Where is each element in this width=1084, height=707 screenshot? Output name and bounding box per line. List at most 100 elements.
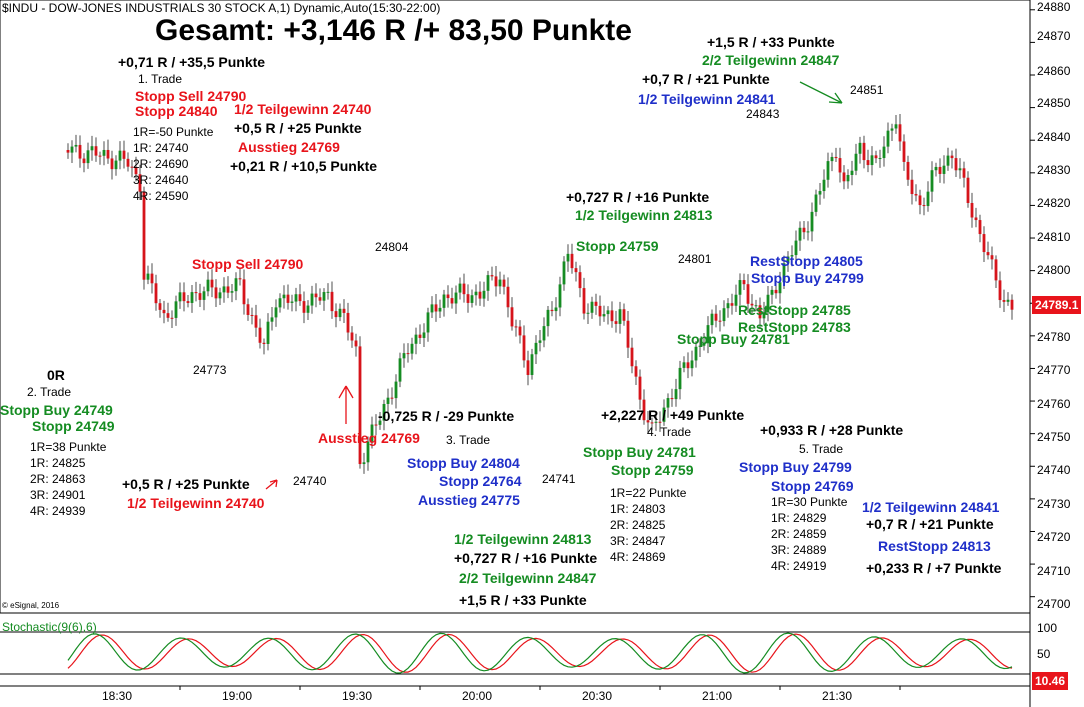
candle-body [98, 155, 102, 157]
candle-body [510, 307, 514, 327]
annotation: Stopp 24840 [135, 103, 218, 119]
y-tick-label: 24740 [1037, 463, 1071, 477]
candle-body [158, 303, 162, 310]
annotation: 24851 [850, 83, 884, 97]
annotation: 1R: 24829 [771, 511, 827, 525]
candle-body [110, 158, 114, 170]
candle-body [330, 291, 334, 312]
candle-body [202, 291, 206, 300]
annotation: RestStopp 24783 [738, 319, 851, 335]
annotation: 2R: 24825 [610, 518, 666, 532]
y-tick-label: 24750 [1037, 430, 1071, 444]
annotation-arrows [265, 81, 843, 490]
annotation: 4R: 24869 [610, 550, 666, 564]
candle-body [802, 227, 806, 233]
annotation: Stopp Buy 24804 [407, 455, 520, 471]
candle-body [978, 220, 982, 235]
candle-body [246, 304, 250, 315]
candle-body [478, 291, 482, 299]
candle-body [806, 231, 810, 233]
candle-body [114, 160, 118, 170]
annotation: Stopp Buy 24781 [583, 444, 696, 460]
candle-body [838, 158, 842, 173]
annotation: +1,5 R / +33 Punkte [707, 34, 835, 50]
candle-body [882, 146, 886, 159]
y-tick-label: 24730 [1037, 497, 1071, 511]
candle-body [430, 304, 434, 313]
annotation: Stopp Buy 24781 [677, 331, 790, 347]
candle-body [798, 227, 802, 241]
candle-body [282, 294, 286, 299]
candle-body [322, 292, 326, 301]
candle-body [198, 293, 202, 300]
annotation: 3R: 24901 [30, 488, 86, 502]
annotation: 4R: 24939 [30, 504, 86, 518]
candle-body [622, 309, 626, 321]
candle-body [594, 301, 598, 306]
candle-body [454, 292, 458, 304]
candle-body [390, 397, 394, 399]
candle-body [434, 304, 438, 312]
candle-body [426, 312, 430, 333]
annotation: Stopp 24759 [611, 462, 694, 478]
candle-body [714, 313, 718, 321]
candle-body [222, 286, 226, 293]
candle-body [742, 280, 746, 285]
candle-body [602, 314, 606, 317]
candle-body [470, 295, 474, 303]
candle-body [366, 441, 370, 463]
candle-body [362, 462, 366, 465]
candlestick-series [66, 114, 1014, 474]
arrow-trade2-exit [338, 385, 354, 424]
candle-body [118, 150, 122, 161]
candle-body [818, 191, 822, 195]
x-tick-label: 20:00 [462, 689, 493, 703]
candle-body [910, 179, 914, 195]
candle-body [354, 340, 358, 347]
candle-body [242, 279, 246, 305]
candle-body [746, 284, 750, 304]
candle-body [810, 211, 814, 232]
candle-body [394, 381, 398, 399]
annotation: RestStopp 24813 [878, 538, 991, 554]
candle-body [518, 326, 522, 336]
candle-body [122, 150, 126, 159]
candle-body [902, 141, 906, 162]
candle-body [386, 397, 390, 404]
candle-body [938, 166, 942, 174]
candle-body [106, 149, 110, 159]
candle-body [422, 332, 426, 338]
candle-body [150, 273, 154, 284]
annotation: +0,7 R / +21 Punkte [866, 516, 994, 532]
candle-body [358, 346, 362, 465]
candle-body [154, 283, 158, 304]
candle-body [346, 312, 350, 333]
annotation: +0,727 R / +16 Punkte [454, 550, 598, 566]
candle-body [262, 342, 266, 344]
candle-body [290, 301, 294, 303]
candle-body [94, 146, 98, 156]
y-tick-label: 24720 [1037, 530, 1071, 544]
candle-body [374, 424, 378, 426]
annotation: Stopp 24764 [439, 473, 522, 489]
candle-body [974, 217, 978, 221]
annotation: 1/2 Teilgewinn 24813 [454, 531, 592, 547]
candle-body [866, 160, 870, 166]
candle-body [458, 283, 462, 293]
candle-body [970, 202, 974, 218]
candle-body [214, 287, 218, 299]
annotation: 24843 [746, 107, 780, 121]
candle-body [382, 403, 386, 421]
candle-body [286, 294, 290, 303]
x-tick-label: 19:00 [222, 689, 253, 703]
annotation: 3. Trade [446, 433, 491, 447]
candle-body [994, 259, 998, 281]
stochastic-k-line [67, 632, 1013, 674]
candle-body [338, 308, 342, 318]
chart-header: $INDU - DOW-JONES INDUSTRIALS 30 STOCK A… [2, 1, 441, 15]
candle-body [826, 161, 830, 180]
candle-body [86, 150, 90, 164]
candle-body [758, 305, 762, 319]
candle-body [682, 362, 686, 368]
